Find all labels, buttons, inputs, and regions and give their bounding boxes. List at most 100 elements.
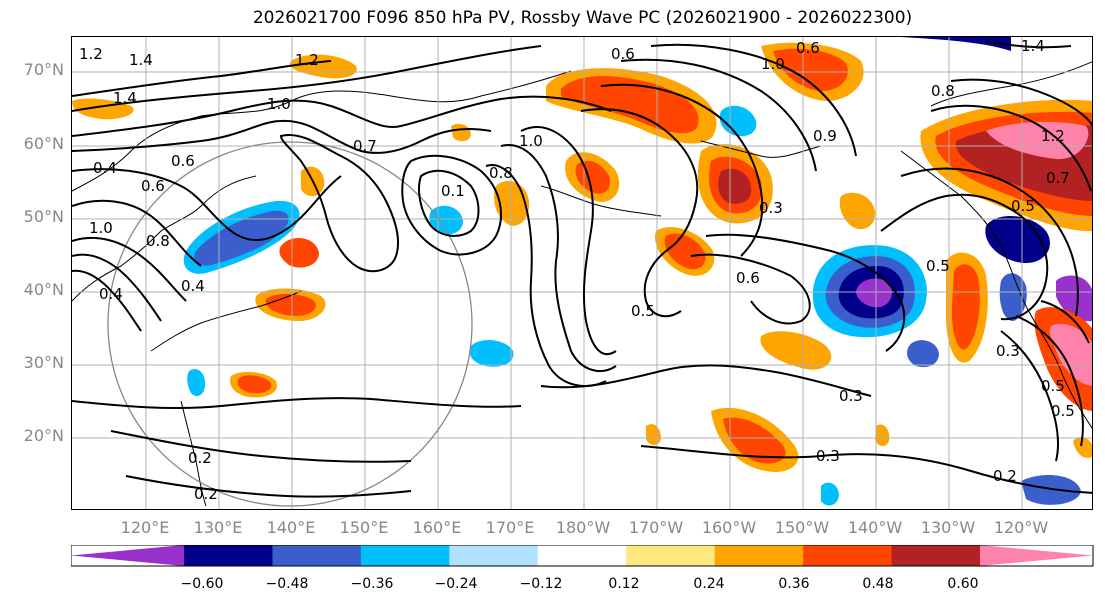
contour-label: 0.2 (188, 449, 212, 467)
positive-anomaly-blob (1049, 323, 1092, 386)
colorbar-segment (626, 545, 716, 566)
contour-label: 1.2 (1041, 127, 1065, 145)
lon-label-150e: 150°E (339, 518, 389, 537)
lon-label-160w: 160°W (701, 518, 757, 537)
colorbar-segment (714, 545, 804, 566)
colorbar-tick: −0.12 (519, 576, 563, 592)
pv-contours (72, 40, 1092, 498)
negative-anomaly-blob (901, 37, 1011, 51)
coastlines (72, 61, 1092, 507)
contour-label: 0.8 (146, 232, 170, 250)
contour-label: 0.4 (181, 277, 205, 295)
contour-label: 0.5 (1051, 402, 1075, 420)
positive-anomaly-blob (279, 237, 319, 268)
lon-label-130e: 130°E (193, 518, 243, 537)
contour-label: 0.3 (996, 342, 1020, 360)
colorbar-outline (71, 545, 1094, 567)
lon-label-160e: 160°E (412, 518, 462, 537)
positive-anomaly-blob (265, 293, 316, 316)
lon-label-170w: 170°W (628, 518, 684, 537)
contour-label: 1.4 (129, 51, 153, 69)
contour-label: 0.8 (489, 164, 513, 182)
negative-anomaly-blob (985, 215, 1050, 263)
contour-label: 0.5 (1011, 197, 1035, 215)
negative-anomaly-blob (999, 273, 1027, 321)
positive-anomaly-blob (646, 424, 661, 445)
colorbar-tick: 0.36 (778, 576, 810, 592)
positive-anomaly-blob (1073, 437, 1092, 458)
lon-label-120w: 120°W (993, 518, 1049, 537)
reference-circle (107, 141, 473, 507)
positive-anomaly-blob (760, 331, 832, 370)
colorbar-extension-low (71, 545, 184, 566)
lon-label-130w: 130°W (920, 518, 976, 537)
contour-label: 1.4 (1021, 37, 1045, 55)
colorbar-tick: 0.60 (947, 576, 979, 592)
positive-anomaly-blob (875, 424, 890, 447)
negative-anomaly-blob (856, 278, 893, 308)
contour-label: 0.9 (813, 127, 837, 145)
lon-label-140e: 140°E (266, 518, 316, 537)
lat-label-20n: 20°N (23, 426, 64, 445)
contour-labels: 1.2 1.4 1.4 1.2 1.0 0.6 0.6 1.0 0.8 0.7 … (79, 37, 1075, 503)
contour-label: 0.1 (441, 182, 465, 200)
positive-anomaly-blob (723, 417, 786, 464)
contour-label: 0.3 (839, 387, 863, 405)
lat-label-30n: 30°N (23, 353, 64, 372)
contour-label: 1.4 (113, 89, 137, 107)
contour-label: 1.0 (761, 55, 785, 73)
lat-label-60n: 60°N (23, 134, 64, 153)
colorbar-segment (360, 545, 450, 566)
contour-label: 0.6 (796, 39, 820, 57)
lon-label-120e: 120°E (120, 518, 170, 537)
contour-label: 1.0 (267, 95, 291, 113)
negative-anomaly-blob (469, 339, 514, 367)
contour-label: 0.2 (993, 467, 1017, 485)
colorbar-segment (891, 545, 981, 566)
colorbar-segment (537, 545, 627, 566)
contour-label: 0.6 (171, 152, 195, 170)
map-panel: 1.2 1.4 1.4 1.2 1.0 0.6 0.6 1.0 0.8 0.7 … (71, 36, 1093, 510)
colorbar-segment (803, 545, 893, 566)
contour-label: 0.8 (931, 82, 955, 100)
negative-anomaly-blob (1021, 475, 1081, 505)
contour-label: 0.6 (141, 177, 165, 195)
lon-label-180w: 180°W (555, 518, 611, 537)
contour-label: 0.6 (611, 45, 635, 63)
lat-label-70n: 70°N (23, 60, 64, 79)
colorbar-tick: −0.24 (434, 576, 478, 592)
lat-label-40n: 40°N (23, 280, 64, 299)
colorbar-segment (184, 545, 273, 566)
positive-anomaly-blob (718, 168, 752, 204)
lon-label-150w: 150°W (774, 518, 830, 537)
contour-label: 0.5 (631, 302, 655, 320)
colorbar-segment (449, 545, 539, 566)
contour-label: 0.5 (1041, 377, 1065, 395)
positive-anomaly-blob (494, 181, 530, 226)
positive-anomaly-blob (986, 121, 1089, 160)
contour-label: 0.4 (99, 285, 123, 303)
positive-anomaly-blob (773, 48, 848, 91)
map-canvas: 1.2 1.4 1.4 1.2 1.0 0.6 0.6 1.0 0.8 0.7 … (72, 37, 1092, 509)
negative-anomaly-blob (194, 210, 289, 266)
contour-label: 0.3 (759, 199, 783, 217)
contour-label: 0.6 (736, 269, 760, 287)
colorbar-tick: 0.48 (862, 576, 894, 592)
colorbar-tick: 0.12 (608, 576, 640, 592)
positive-anomaly-blob (839, 192, 876, 230)
positive-anomaly-blob (237, 375, 272, 394)
contour-label: 1.2 (79, 45, 103, 63)
lat-label-50n: 50°N (23, 207, 64, 226)
contour-label: 1.2 (295, 51, 319, 69)
figure-title: 2026021700 F096 850 hPa PV, Rossby Wave … (252, 8, 913, 28)
colorbar-tick: −0.60 (180, 576, 224, 592)
positive-anomaly-blob (451, 123, 471, 142)
contour-label: 0.7 (353, 137, 377, 155)
colorbar-tick: −0.48 (265, 576, 309, 592)
negative-anomaly-blob (719, 105, 757, 137)
colorbar (71, 545, 1094, 567)
contour-label: 1.0 (89, 219, 113, 237)
negative-anomaly-blob (821, 482, 839, 506)
contour-label: 0.5 (926, 257, 950, 275)
contour-label: 0.7 (1046, 169, 1070, 187)
